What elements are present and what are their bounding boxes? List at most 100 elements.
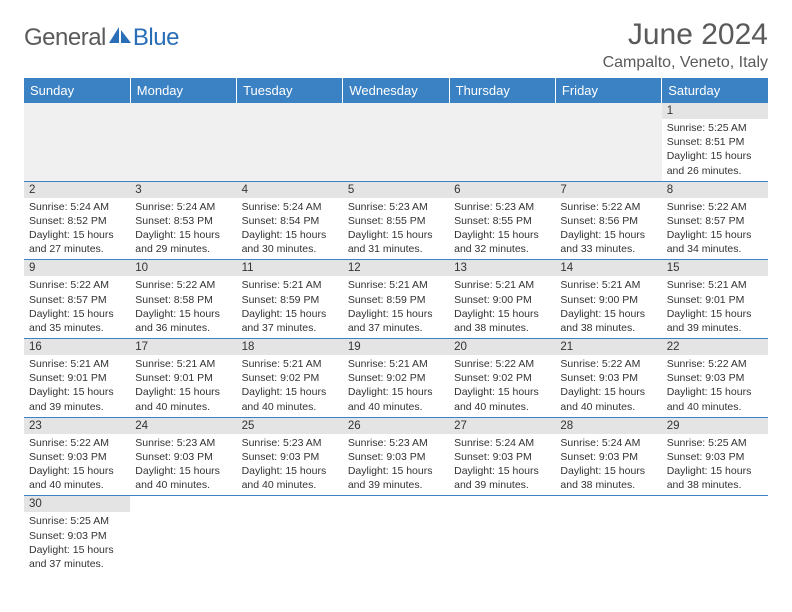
calendar-cell: [555, 103, 661, 181]
day-number: 28: [555, 418, 661, 434]
day-number: 8: [662, 182, 768, 198]
calendar-cell: 19Sunrise: 5:21 AMSunset: 9:02 PMDayligh…: [343, 339, 449, 418]
calendar-cell: [449, 496, 555, 574]
calendar-cell: [343, 103, 449, 181]
day-number: 25: [237, 418, 343, 434]
calendar-cell: 27Sunrise: 5:24 AMSunset: 9:03 PMDayligh…: [449, 417, 555, 496]
calendar-body: 1Sunrise: 5:25 AMSunset: 8:51 PMDaylight…: [24, 103, 768, 574]
weekday-header: Monday: [130, 78, 236, 103]
calendar-cell: 5Sunrise: 5:23 AMSunset: 8:55 PMDaylight…: [343, 181, 449, 260]
calendar-cell: 20Sunrise: 5:22 AMSunset: 9:02 PMDayligh…: [449, 339, 555, 418]
day-content: Sunrise: 5:25 AMSunset: 9:03 PMDaylight:…: [24, 512, 130, 574]
calendar-cell: 16Sunrise: 5:21 AMSunset: 9:01 PMDayligh…: [24, 339, 130, 418]
calendar-cell: [343, 496, 449, 574]
calendar-cell: [449, 103, 555, 181]
day-content: Sunrise: 5:25 AMSunset: 8:51 PMDaylight:…: [662, 119, 768, 181]
title-block: June 2024 Campalto, Veneto, Italy: [603, 18, 768, 72]
day-content: Sunrise: 5:24 AMSunset: 8:52 PMDaylight:…: [24, 198, 130, 260]
day-content: Sunrise: 5:22 AMSunset: 8:57 PMDaylight:…: [662, 198, 768, 260]
day-content: Sunrise: 5:23 AMSunset: 9:03 PMDaylight:…: [237, 434, 343, 496]
calendar-header: SundayMondayTuesdayWednesdayThursdayFrid…: [24, 78, 768, 103]
calendar-cell: [237, 496, 343, 574]
day-number: 14: [555, 260, 661, 276]
day-content: Sunrise: 5:23 AMSunset: 8:55 PMDaylight:…: [449, 198, 555, 260]
day-number: 20: [449, 339, 555, 355]
calendar-cell: [130, 103, 236, 181]
calendar-cell: [237, 103, 343, 181]
calendar-cell: 21Sunrise: 5:22 AMSunset: 9:03 PMDayligh…: [555, 339, 661, 418]
calendar-cell: 17Sunrise: 5:21 AMSunset: 9:01 PMDayligh…: [130, 339, 236, 418]
calendar-cell: 23Sunrise: 5:22 AMSunset: 9:03 PMDayligh…: [24, 417, 130, 496]
calendar-cell: 8Sunrise: 5:22 AMSunset: 8:57 PMDaylight…: [662, 181, 768, 260]
day-number: 18: [237, 339, 343, 355]
calendar-cell: 6Sunrise: 5:23 AMSunset: 8:55 PMDaylight…: [449, 181, 555, 260]
calendar-cell: 15Sunrise: 5:21 AMSunset: 9:01 PMDayligh…: [662, 260, 768, 339]
header: General Blue June 2024 Campalto, Veneto,…: [24, 18, 768, 72]
day-number: 9: [24, 260, 130, 276]
location: Campalto, Veneto, Italy: [603, 54, 768, 72]
calendar-cell: 25Sunrise: 5:23 AMSunset: 9:03 PMDayligh…: [237, 417, 343, 496]
day-number: 12: [343, 260, 449, 276]
calendar-cell: 26Sunrise: 5:23 AMSunset: 9:03 PMDayligh…: [343, 417, 449, 496]
calendar-cell: [130, 496, 236, 574]
day-content: Sunrise: 5:21 AMSunset: 8:59 PMDaylight:…: [343, 276, 449, 338]
day-content: Sunrise: 5:21 AMSunset: 8:59 PMDaylight:…: [237, 276, 343, 338]
calendar-cell: 12Sunrise: 5:21 AMSunset: 8:59 PMDayligh…: [343, 260, 449, 339]
calendar-cell: 13Sunrise: 5:21 AMSunset: 9:00 PMDayligh…: [449, 260, 555, 339]
calendar-cell: 2Sunrise: 5:24 AMSunset: 8:52 PMDaylight…: [24, 181, 130, 260]
calendar-table: SundayMondayTuesdayWednesdayThursdayFrid…: [24, 78, 768, 574]
day-number: 10: [130, 260, 236, 276]
calendar-cell: 30Sunrise: 5:25 AMSunset: 9:03 PMDayligh…: [24, 496, 130, 574]
day-number: 16: [24, 339, 130, 355]
day-content: Sunrise: 5:21 AMSunset: 9:02 PMDaylight:…: [343, 355, 449, 417]
day-content: Sunrise: 5:23 AMSunset: 9:03 PMDaylight:…: [343, 434, 449, 496]
calendar-cell: 24Sunrise: 5:23 AMSunset: 9:03 PMDayligh…: [130, 417, 236, 496]
day-content: Sunrise: 5:21 AMSunset: 9:01 PMDaylight:…: [130, 355, 236, 417]
day-content: Sunrise: 5:22 AMSunset: 8:58 PMDaylight:…: [130, 276, 236, 338]
day-content: Sunrise: 5:24 AMSunset: 8:54 PMDaylight:…: [237, 198, 343, 260]
calendar-cell: 29Sunrise: 5:25 AMSunset: 9:03 PMDayligh…: [662, 417, 768, 496]
day-number: 17: [130, 339, 236, 355]
day-number: 29: [662, 418, 768, 434]
calendar-cell: 4Sunrise: 5:24 AMSunset: 8:54 PMDaylight…: [237, 181, 343, 260]
day-number: 2: [24, 182, 130, 198]
logo: General Blue: [24, 24, 179, 52]
calendar-cell: [24, 103, 130, 181]
calendar-cell: 10Sunrise: 5:22 AMSunset: 8:58 PMDayligh…: [130, 260, 236, 339]
day-number: 15: [662, 260, 768, 276]
day-number: 4: [237, 182, 343, 198]
logo-text-blue: Blue: [133, 24, 179, 52]
day-number: 13: [449, 260, 555, 276]
day-content: Sunrise: 5:22 AMSunset: 9:03 PMDaylight:…: [24, 434, 130, 496]
weekday-header: Wednesday: [343, 78, 449, 103]
weekday-header: Saturday: [662, 78, 768, 103]
calendar-cell: 7Sunrise: 5:22 AMSunset: 8:56 PMDaylight…: [555, 181, 661, 260]
calendar-cell: 3Sunrise: 5:24 AMSunset: 8:53 PMDaylight…: [130, 181, 236, 260]
day-content: Sunrise: 5:25 AMSunset: 9:03 PMDaylight:…: [662, 434, 768, 496]
day-number: 30: [24, 496, 130, 512]
weekday-header: Thursday: [449, 78, 555, 103]
day-number: 24: [130, 418, 236, 434]
calendar-cell: 22Sunrise: 5:22 AMSunset: 9:03 PMDayligh…: [662, 339, 768, 418]
day-content: Sunrise: 5:24 AMSunset: 9:03 PMDaylight:…: [555, 434, 661, 496]
weekday-header: Tuesday: [237, 78, 343, 103]
day-content: Sunrise: 5:23 AMSunset: 8:55 PMDaylight:…: [343, 198, 449, 260]
day-content: Sunrise: 5:22 AMSunset: 9:03 PMDaylight:…: [555, 355, 661, 417]
calendar-cell: 9Sunrise: 5:22 AMSunset: 8:57 PMDaylight…: [24, 260, 130, 339]
day-content: Sunrise: 5:24 AMSunset: 8:53 PMDaylight:…: [130, 198, 236, 260]
day-content: Sunrise: 5:21 AMSunset: 9:02 PMDaylight:…: [237, 355, 343, 417]
day-number: 1: [662, 103, 768, 119]
day-number: 22: [662, 339, 768, 355]
day-content: Sunrise: 5:21 AMSunset: 9:00 PMDaylight:…: [555, 276, 661, 338]
calendar-cell: 18Sunrise: 5:21 AMSunset: 9:02 PMDayligh…: [237, 339, 343, 418]
day-number: 26: [343, 418, 449, 434]
day-content: Sunrise: 5:22 AMSunset: 9:03 PMDaylight:…: [662, 355, 768, 417]
weekday-header: Friday: [555, 78, 661, 103]
calendar-cell: [662, 496, 768, 574]
logo-text-general: General: [24, 24, 106, 52]
day-number: 19: [343, 339, 449, 355]
day-content: Sunrise: 5:23 AMSunset: 9:03 PMDaylight:…: [130, 434, 236, 496]
day-content: Sunrise: 5:21 AMSunset: 9:01 PMDaylight:…: [662, 276, 768, 338]
day-number: 21: [555, 339, 661, 355]
day-content: Sunrise: 5:22 AMSunset: 9:02 PMDaylight:…: [449, 355, 555, 417]
